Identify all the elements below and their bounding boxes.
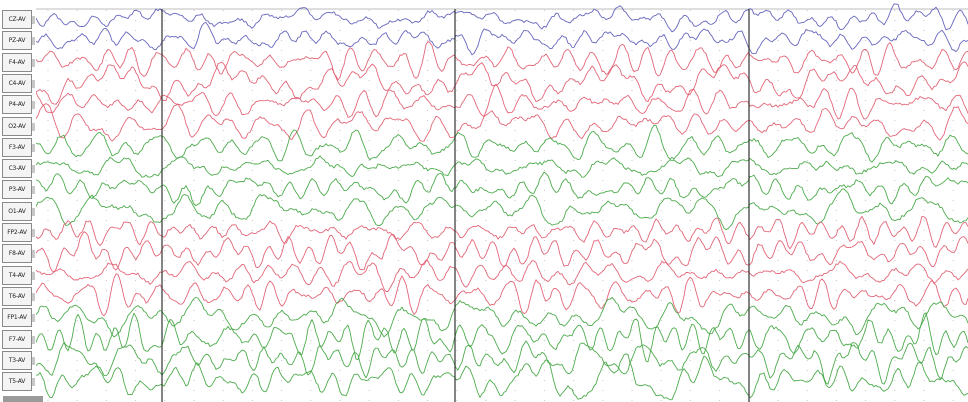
channel-label-fp2-av[interactable]: FP2-AV: [2, 223, 35, 242]
channel-label-fp1-av[interactable]: FP1-AV: [2, 308, 35, 328]
channel-label-t3-av[interactable]: T3-AV: [2, 350, 35, 370]
eeg-trace-area[interactable]: [36, 0, 968, 402]
eeg-traces: [36, 3, 968, 401]
channel-label-t5-av[interactable]: T5-AV: [2, 372, 35, 392]
trace-t3-av: [36, 340, 968, 385]
trace-p3-av: [36, 171, 968, 207]
channel-label-p3-av[interactable]: P3-AV: [2, 180, 35, 200]
trace-t5-av: [36, 353, 968, 401]
trace-o2-av: [36, 103, 968, 142]
channel-label-t6-av[interactable]: T6-AV: [2, 286, 35, 306]
channel-label-column: CZ-AV PZ-AV F4-AV C4-AV P4-AV O2-AV F3-AV C3-AV…: [0, 10, 36, 396]
trace-t4-av: [36, 259, 968, 292]
trace-o1-av: [36, 188, 968, 231]
trace-pz-av: [36, 22, 968, 56]
trace-f4-av: [36, 41, 968, 81]
channel-label-c4-av[interactable]: C4-AV: [2, 73, 35, 93]
page-dividers: [161, 9, 750, 402]
trace-f3-av: [36, 124, 968, 163]
trace-t6-av: [36, 273, 968, 317]
channel-label-f3-av[interactable]: F3-AV: [2, 137, 35, 157]
channel-label-cz-av[interactable]: CZ-AV: [2, 10, 35, 29]
trace-f7-av: [36, 312, 968, 363]
trace-fp2-av: [36, 215, 968, 250]
channel-label-pz-av[interactable]: PZ-AV: [2, 31, 35, 51]
channel-label-f7-av[interactable]: F7-AV: [2, 329, 35, 349]
scroll-tab[interactable]: [3, 396, 43, 402]
eeg-trace-svg: [36, 3, 968, 402]
trace-cz-av: [36, 3, 968, 33]
channel-label-o2-av[interactable]: O2-AV: [2, 116, 35, 136]
trace-fp1-av: [36, 297, 968, 338]
channel-label-t4-av[interactable]: T4-AV: [2, 265, 35, 285]
channel-label-f8-av[interactable]: F8-AV: [2, 244, 35, 264]
channel-label-c3-av[interactable]: C3-AV: [2, 159, 35, 179]
trace-c3-av: [36, 155, 968, 178]
channel-label-f4-av[interactable]: F4-AV: [2, 52, 35, 72]
channel-label-o1-av[interactable]: O1-AV: [2, 201, 35, 221]
trace-c4-av: [36, 61, 968, 105]
trace-p4-av: [36, 83, 968, 120]
trace-f8-av: [36, 231, 968, 273]
channel-label-p4-av[interactable]: P4-AV: [2, 95, 35, 115]
